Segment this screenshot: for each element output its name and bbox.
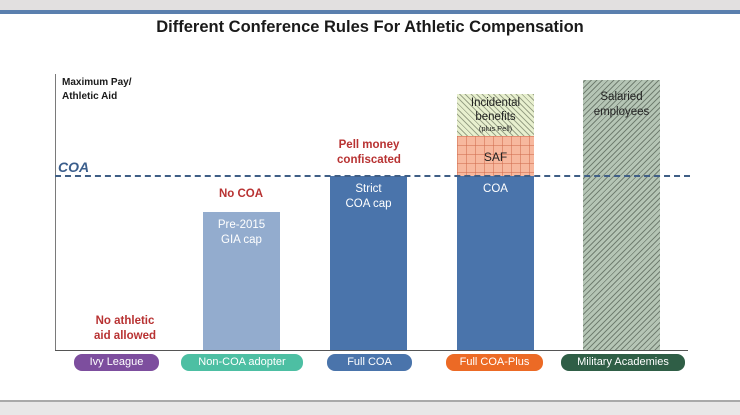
x-axis [55, 350, 688, 351]
top-accent-line [0, 10, 740, 14]
top-window-bar [0, 0, 740, 10]
bar-full-coa: Strict COA cap [330, 176, 407, 350]
category-pill-military-academies: Military Academies [561, 354, 685, 371]
full-coa-bar-line2: COA cap [345, 198, 392, 210]
bar-non-coa-adopter: Pre-2015 GIA cap [203, 212, 280, 350]
category-pill-non-coa-adopter: Non-COA adopter [181, 354, 303, 371]
y-axis-label-line2: Athletic Aid [62, 91, 118, 102]
bar-segment-coa: COA [457, 176, 534, 350]
category-pill-full-coa-plus: Full COA-Plus [446, 354, 543, 371]
non-coa-bar-line1: Pre-2015 [217, 219, 266, 231]
non-coa-annotation: No COA [218, 188, 264, 200]
y-axis-label: Maximum Pay/ Athletic Aid [62, 76, 131, 104]
incidental-line3: (plus Pell) [478, 124, 513, 133]
full-coa-bar-line1: Strict [355, 183, 382, 195]
coa-reference-label: COA [58, 159, 90, 175]
military-bar-line2: employees [593, 106, 650, 118]
category-pill-ivy-league: Ivy League [74, 354, 159, 371]
bar-segment-saf: SAF [457, 136, 534, 176]
y-axis [55, 74, 56, 350]
y-axis-label-line1: Maximum Pay/ [62, 77, 132, 88]
full-coa-note-line2: confiscated [337, 154, 401, 166]
ivy-note-line2: aid allowed [94, 330, 156, 342]
bottom-window-bar [0, 400, 740, 415]
non-coa-bar-line2: GIA cap [221, 234, 262, 246]
chart-title: Different Conference Rules For Athletic … [156, 18, 584, 36]
incidental-line2: benefits [475, 111, 516, 123]
ivy-league-annotation: No athletic aid allowed [70, 314, 180, 344]
coa-segment-label: COA [483, 183, 508, 195]
category-pill-full-coa: Full COA [327, 354, 412, 371]
saf-label: SAF [483, 150, 508, 164]
full-coa-note-line1: Pell money [338, 139, 400, 151]
bar-segment-incidental-benefits: Incidental benefits (plus Pell) [457, 94, 534, 136]
bar-military-academies: Salaried employees [583, 80, 660, 350]
coa-reference-line [55, 175, 690, 177]
incidental-line1: Incidental [470, 97, 521, 109]
ivy-note-line1: No athletic [95, 315, 155, 327]
military-bar-line1: Salaried [600, 91, 643, 103]
full-coa-annotation: Pell money confiscated [318, 138, 420, 168]
